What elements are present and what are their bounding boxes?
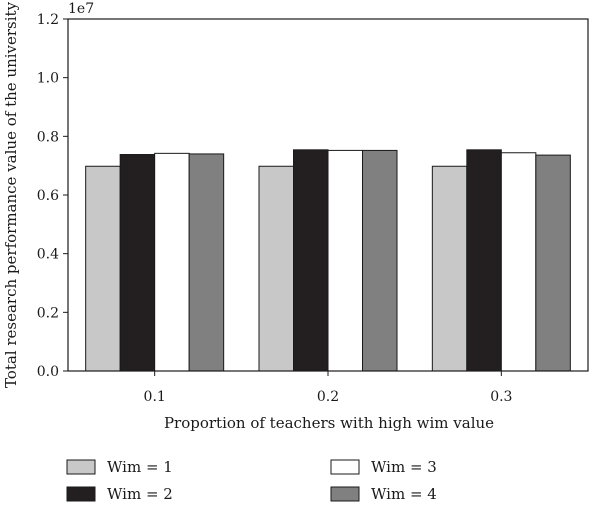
bar-wim-1-cat-2 <box>431 165 468 372</box>
bar-wim-4-cat-2 <box>535 154 571 372</box>
legend-swatch <box>66 486 96 502</box>
x-axis: 0.1 0.2 0.3 <box>144 371 512 405</box>
x-axis-label: Proportion of teachers with high wim val… <box>164 414 494 432</box>
legend-label: Wim = 2 <box>107 485 173 503</box>
legend-swatch <box>66 459 96 475</box>
legend-swatch <box>330 459 360 475</box>
y-tick-label: 0.0 <box>37 364 59 380</box>
y-multiplier-label: 1e7 <box>68 1 94 17</box>
legend-label: Wim = 4 <box>371 485 437 503</box>
y-tick-label: 0.8 <box>37 129 59 145</box>
y-tick-label: 0.4 <box>37 247 59 263</box>
y-axis: 0.0 0.2 0.4 0.6 0.8 1.0 1.2 <box>37 12 68 380</box>
y-tick-label: 0.6 <box>37 188 59 204</box>
bar-wim-3-cat-0 <box>154 152 190 372</box>
bar-wim-1-cat-0 <box>85 165 121 372</box>
bar-wim-4-cat-1 <box>362 149 398 372</box>
x-tick-label: 0.2 <box>317 389 339 405</box>
bar-wim-4-cat-0 <box>188 153 225 372</box>
bar-wim-3-cat-1 <box>327 149 363 372</box>
y-tick-label: 1.0 <box>37 71 59 87</box>
y-axis-label: Total research performance value of the … <box>2 1 20 388</box>
y-tick-label: 0.2 <box>37 305 59 321</box>
legend-label: Wim = 1 <box>107 458 173 476</box>
legend: Wim = 1 Wim = 2 Wim = 3 Wim = 4 <box>66 458 437 503</box>
y-tick-label: 1.2 <box>37 12 59 28</box>
x-tick-label: 0.1 <box>144 389 166 405</box>
bars-layer <box>85 149 571 372</box>
x-tick-label: 0.3 <box>490 389 512 405</box>
bar-wim-3-cat-2 <box>500 152 537 372</box>
bar-wim-2-cat-0 <box>119 154 156 372</box>
legend-label: Wim = 3 <box>371 458 437 476</box>
bar-wim-1-cat-1 <box>258 165 294 372</box>
bar-wim-2-cat-1 <box>293 149 329 372</box>
legend-swatch <box>330 486 360 502</box>
bar-wim-2-cat-2 <box>466 149 502 372</box>
